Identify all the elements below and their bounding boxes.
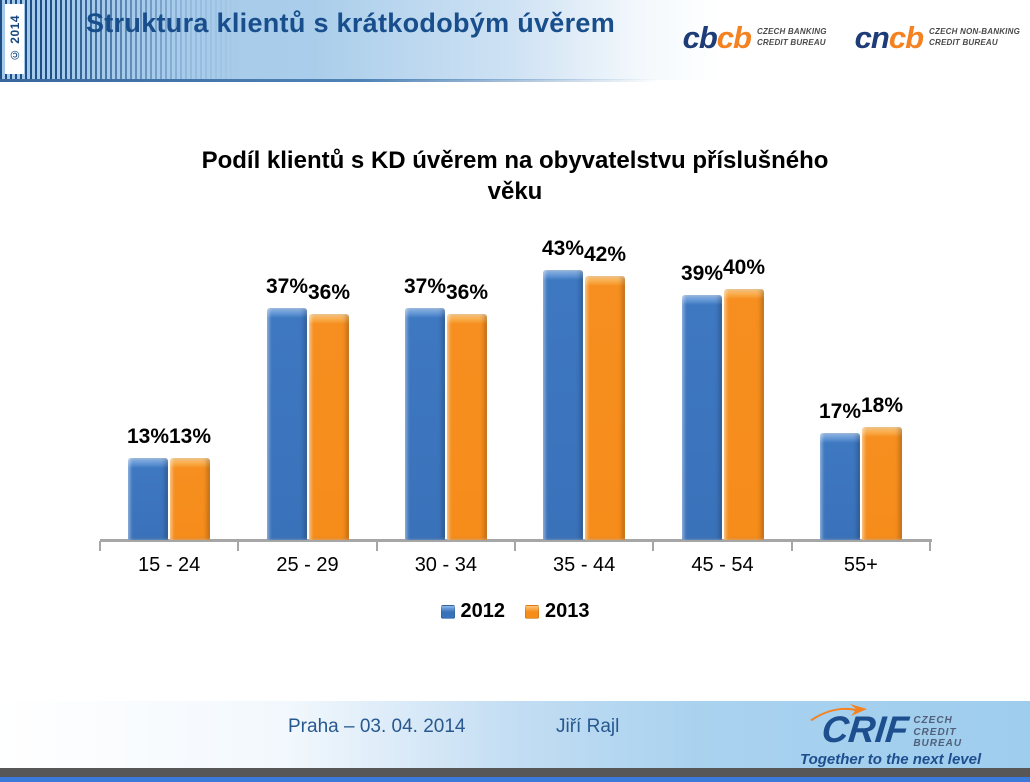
bar-value-label: 40%	[722, 256, 766, 279]
x-axis-tick	[929, 541, 931, 551]
cbcb-caption-line1: CZECH BANKING	[756, 27, 827, 37]
cncb-wordmark: cncb	[854, 20, 924, 55]
bar-2012-35 - 44	[543, 270, 583, 540]
header-stripes-fade	[0, 0, 240, 80]
chart-legend: 2012 2013	[0, 600, 1030, 623]
footer-dark-bar	[0, 768, 1030, 777]
bar-value-label: 36%	[307, 281, 351, 304]
bar-value-label: 17%	[818, 400, 862, 423]
bar-2013-45 - 54	[724, 289, 764, 540]
cbcb-caption: CZECH BANKING CREDIT BUREAU	[757, 27, 827, 48]
bar-value-label: 42%	[583, 243, 627, 266]
cncb-logo: cncb CZECH NON-BANKING CREDIT BUREAU	[855, 22, 1020, 53]
x-axis-tick	[514, 541, 516, 551]
footer-blue-bar	[0, 777, 1030, 782]
slide-title: Struktura klientů s krátkodobým úvěrem	[86, 8, 616, 38]
bar-value-label: 18%	[860, 394, 904, 417]
cbcb-caption-line2: CREDIT BUREAU	[756, 37, 826, 47]
cncb-caption: CZECH NON-BANKING CREDIT BUREAU	[929, 27, 1020, 48]
header-bottom-edge	[0, 79, 660, 82]
legend-swatch-2012	[440, 604, 455, 619]
legend-item-2012: 2012	[440, 600, 506, 623]
x-axis-tick	[375, 541, 378, 551]
cbcb-logo: cbcb CZECH BANKING CREDIT BUREAU	[683, 22, 827, 53]
footer-author: Jiří Rajl	[556, 716, 620, 737]
x-axis-tick	[790, 541, 793, 551]
bar-2013-35 - 44	[585, 276, 625, 540]
x-axis-tick	[652, 541, 655, 551]
cncb-caption-line2: CREDIT BUREAU	[929, 37, 998, 47]
x-axis-category-label: 35 - 44	[553, 554, 616, 576]
bar-value-label: 43%	[541, 237, 585, 260]
header-band	[0, 0, 1030, 80]
bar-2012-30 - 34	[405, 308, 445, 540]
bar-value-label: 36%	[445, 281, 489, 304]
x-axis-category-label: 25 - 29	[276, 554, 339, 576]
x-axis-category-label: 30 - 34	[414, 554, 477, 576]
bar-2012-55+	[820, 433, 860, 540]
copyright-text: © 2014	[7, 15, 22, 63]
bar-value-label: 13%	[168, 425, 212, 448]
crif-caption: CZECH CREDIT BUREAU	[913, 715, 962, 750]
cncb-caption-line1: CZECH NON-BANKING	[929, 27, 1020, 37]
crif-arrow-icon	[810, 704, 867, 721]
legend-label-2013: 2013	[545, 600, 590, 622]
crif-logo: CRIF CZECH CREDIT BUREAU Together to the…	[796, 701, 1016, 768]
bar-2012-15 - 24	[128, 458, 168, 540]
crif-caption-line3: BUREAU	[913, 738, 963, 749]
bar-2013-15 - 24	[170, 458, 210, 540]
footer-place-date: Praha – 03. 04. 2014	[288, 716, 466, 737]
chart-title: Podíl klientů s KD úvěrem na obyvatelstv…	[201, 147, 829, 206]
copyright-label: © 2014	[5, 4, 24, 74]
legend-swatch-2013	[525, 604, 539, 619]
legend-label-2012: 2012	[460, 600, 506, 622]
bar-value-label: 37%	[265, 275, 309, 298]
cncb-word-blue: cn	[854, 20, 890, 55]
x-axis-category-label: 45 - 54	[691, 554, 754, 576]
crif-name: CRIF	[819, 709, 911, 750]
x-axis-tick	[99, 541, 101, 551]
bar-value-label: 37%	[403, 275, 447, 298]
x-axis-category-label: 55+	[843, 554, 878, 576]
bar-2013-25 - 29	[309, 314, 349, 540]
cbcb-word-orange: cb	[716, 20, 752, 55]
x-axis-line	[100, 539, 932, 542]
bar-value-label: 39%	[680, 262, 724, 285]
bureau-logos: cbcb CZECH BANKING CREDIT BUREAU cncb CZ…	[683, 22, 1020, 53]
crif-tagline: Together to the next level	[800, 751, 982, 768]
bar-value-label: 13%	[126, 425, 170, 448]
footer-band: Praha – 03. 04. 2014 Jiří Rajl CRIF CZEC…	[0, 701, 1030, 768]
x-axis-category-label: 15 - 24	[138, 554, 201, 576]
x-axis-tick	[237, 541, 240, 551]
legend-item-2013: 2013	[525, 600, 590, 623]
crif-wordmark: CRIF CZECH CREDIT BUREAU	[819, 709, 962, 750]
cbcb-wordmark: cbcb	[682, 20, 752, 55]
bar-2012-25 - 29	[267, 308, 307, 540]
bar-2012-45 - 54	[682, 295, 722, 540]
bar-2013-55+	[862, 427, 902, 540]
bar-2013-30 - 34	[447, 314, 487, 540]
crif-caption-line2: CREDIT	[913, 726, 957, 738]
crif-caption-line1: CZECH	[913, 715, 953, 726]
cbcb-word-blue: cb	[682, 20, 718, 55]
cncb-word-orange: cb	[888, 20, 924, 55]
